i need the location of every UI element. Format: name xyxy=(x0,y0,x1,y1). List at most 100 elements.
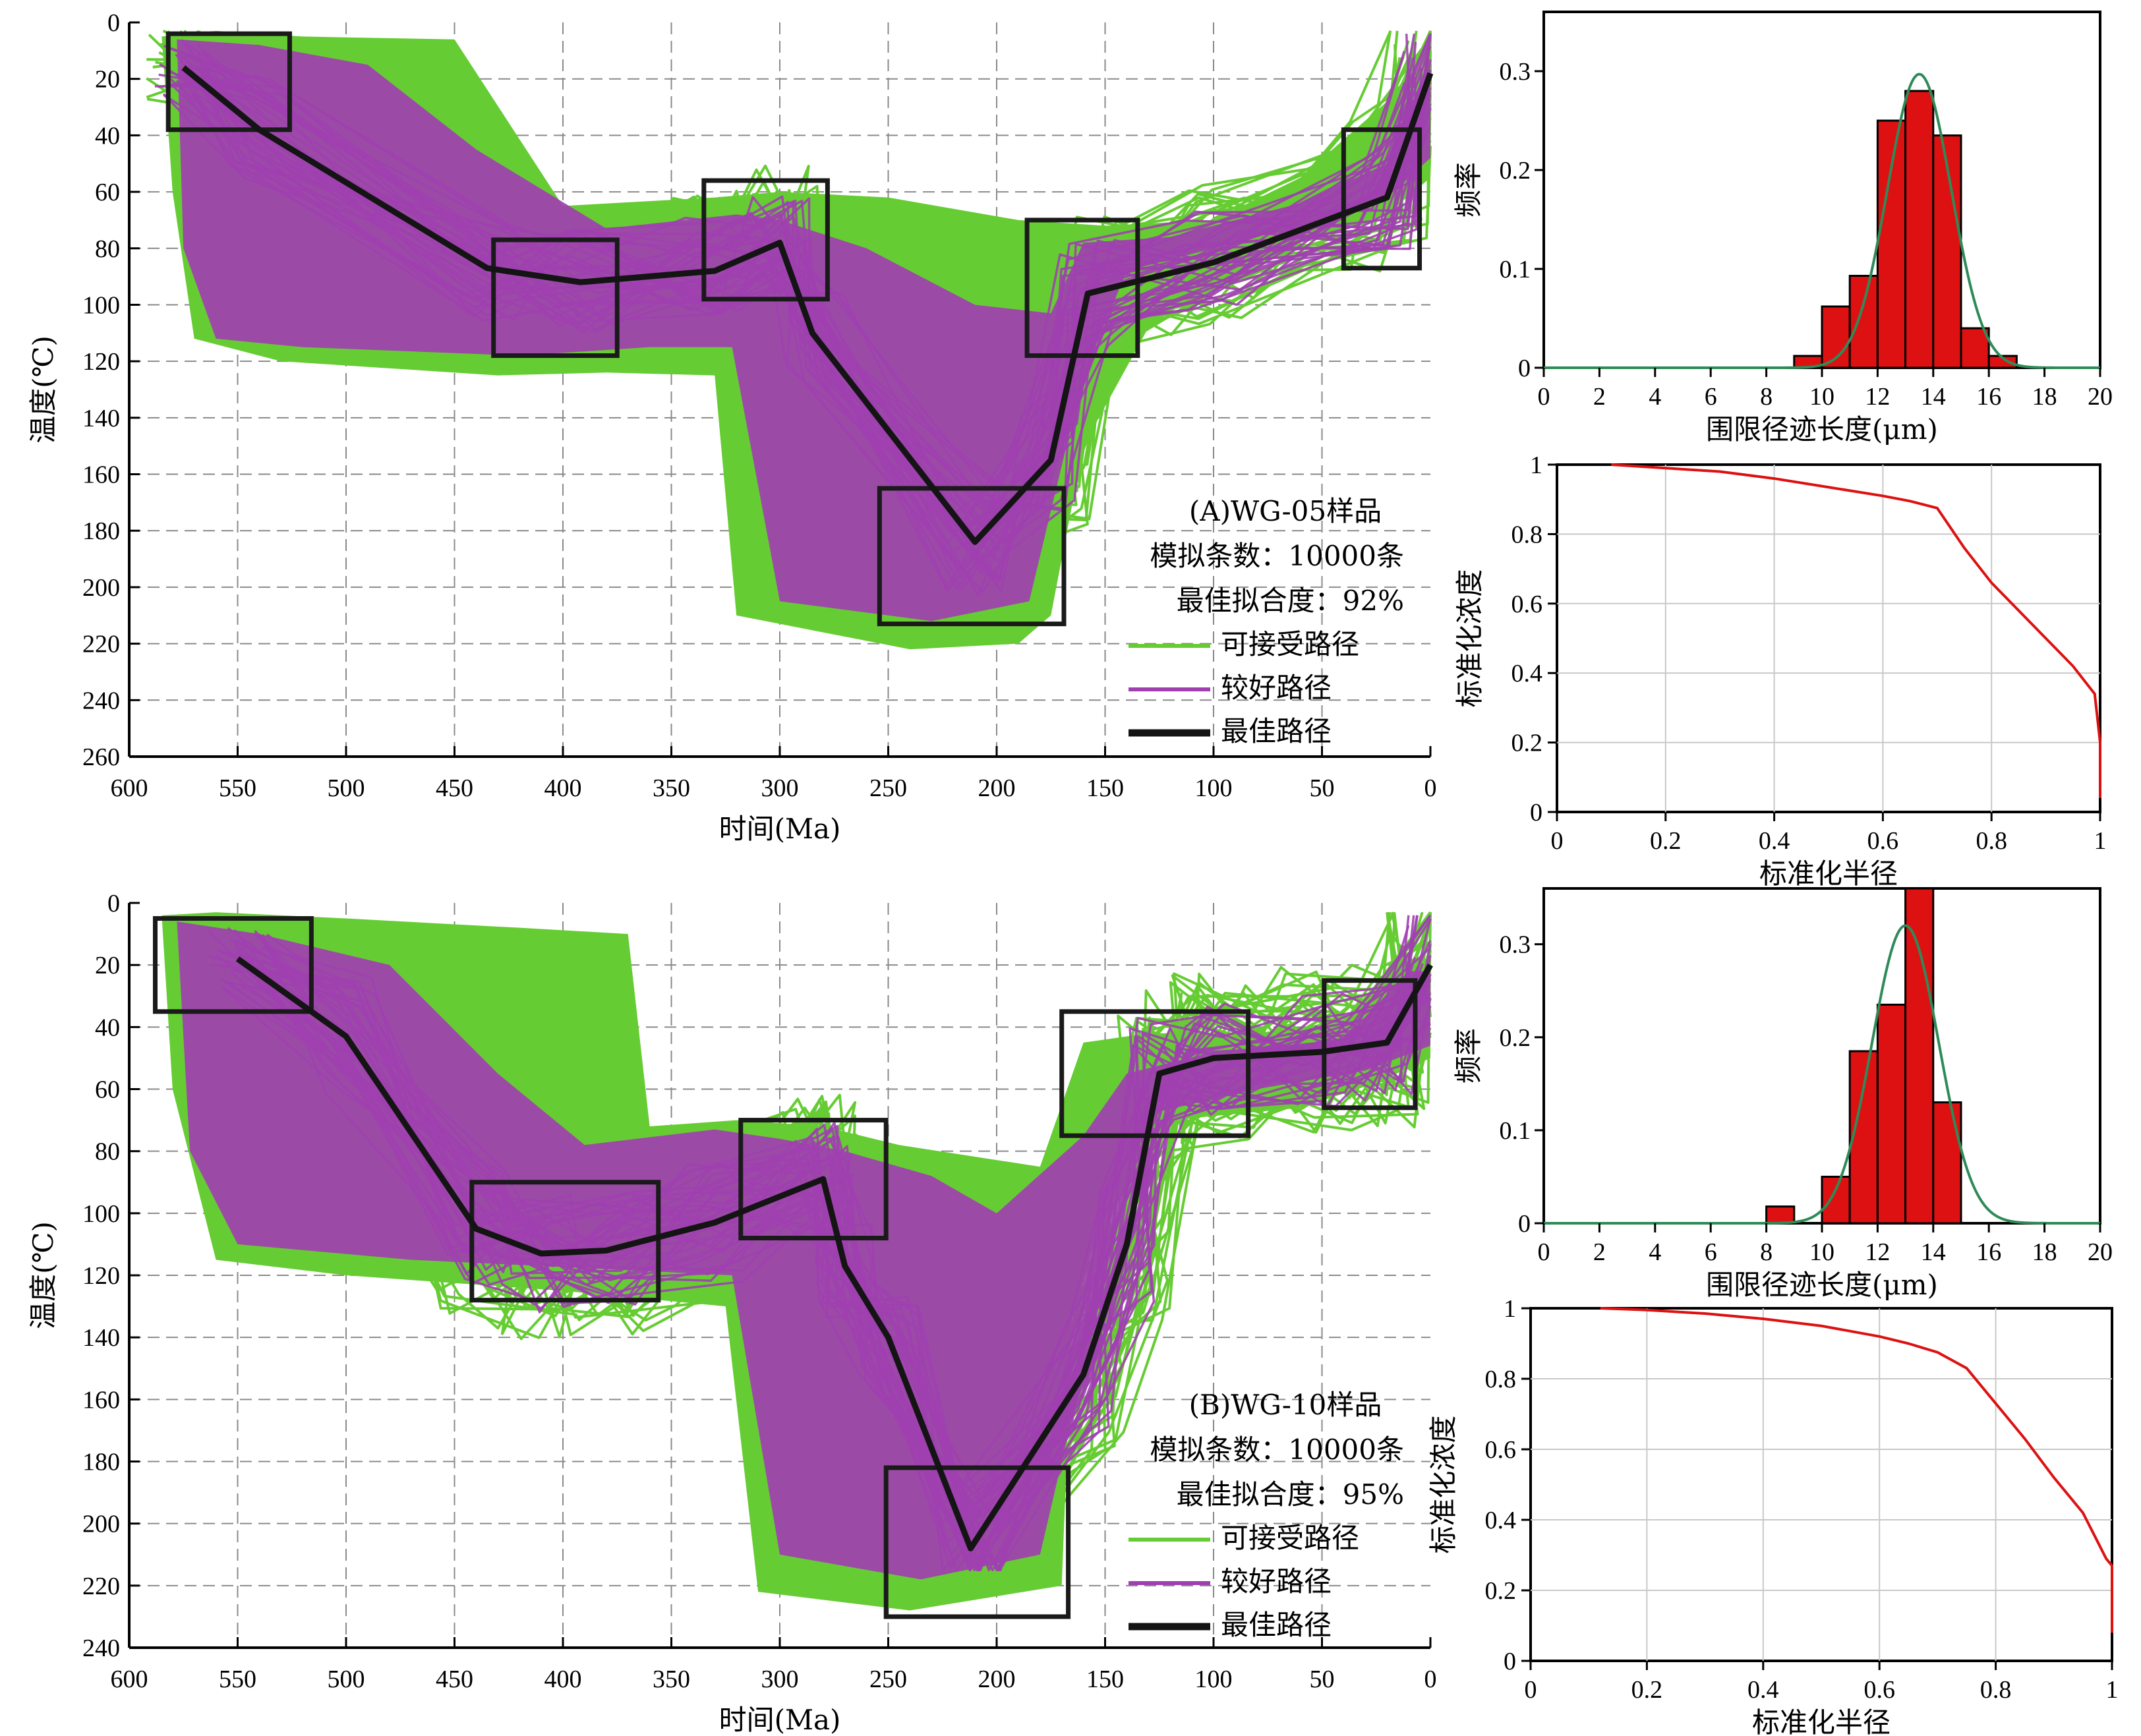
y-tick-label: 180 xyxy=(82,1449,120,1476)
y-tick-label: 0 xyxy=(1518,355,1531,382)
good-path xyxy=(158,68,1422,581)
x-tick-label: 250 xyxy=(869,774,907,802)
concentration-curve xyxy=(1611,463,2101,798)
histogram-bar xyxy=(1848,275,1879,369)
good-path xyxy=(231,915,1419,1517)
x-tick-label: 600 xyxy=(111,1665,148,1693)
y-tick-label: 160 xyxy=(82,461,120,489)
good-path xyxy=(192,57,1415,565)
x-tick-label: 550 xyxy=(219,774,256,802)
good-path xyxy=(179,50,1407,583)
fitted-length-curve xyxy=(1544,72,2100,369)
y-tick-label: 0.3 xyxy=(1500,931,1531,959)
y-tick-label: 200 xyxy=(82,1511,120,1538)
legend-best-label: 最佳路径 xyxy=(1221,1609,1332,1641)
concentration-curve xyxy=(1600,1307,2113,1633)
x-tick-label: 20 xyxy=(2088,383,2113,411)
y-tick-label: 220 xyxy=(82,1573,120,1600)
x-tick-label: 0.2 xyxy=(1650,827,1682,855)
y-tick-label: 0.2 xyxy=(1511,730,1543,757)
x-tick-label: 16 xyxy=(1976,383,2001,411)
simulation-count: 模拟条数：10000条 xyxy=(1150,540,1404,572)
y-tick-label: 20 xyxy=(95,66,120,94)
constraint-box xyxy=(738,1118,889,1241)
y-tick-label: 220 xyxy=(82,631,120,658)
x-tick-label: 350 xyxy=(653,1665,690,1693)
x-tick-label: 0 xyxy=(1551,827,1564,855)
good-path xyxy=(261,945,1415,1564)
histogram-bar xyxy=(1876,119,1907,369)
good-path xyxy=(249,961,1431,1498)
histogram-bar xyxy=(1987,355,2018,369)
histogram-bar xyxy=(1821,1175,1851,1225)
y-tick-label: 0.2 xyxy=(1500,157,1531,185)
x-tick-label: 500 xyxy=(328,1665,365,1693)
legend-good-label: 较好路径 xyxy=(1221,672,1332,704)
y-tick-label: 0.2 xyxy=(1500,1024,1531,1052)
y-axis-title: 频率 xyxy=(1452,162,1484,217)
x-tick-label: 12 xyxy=(1865,1238,1890,1266)
thermal-history-panel-A: 600 550 500 450 400 350 300 250 200 150 100 50 00204… xyxy=(27,9,1437,845)
y-tick-label: 60 xyxy=(95,1076,120,1104)
good-paths-envelope xyxy=(177,921,1430,1580)
y-tick-label: 0.1 xyxy=(1500,256,1531,283)
thermal-history-panel-B: 600 550 500 450 400 350 300 250 200 150 100 50 00204… xyxy=(27,890,1437,1736)
constraint-box xyxy=(152,916,314,1014)
y-tick-label: 100 xyxy=(82,1200,120,1228)
x-tick-label: 400 xyxy=(544,774,582,802)
concentration-profile-A-conc: 0 0.2 0.4 0.6 0.8 1 0 0.2 0.4 0.6 0.8 1 标准化半径 标准化浓度 xyxy=(1453,451,2107,890)
constraint-box xyxy=(1059,1009,1251,1138)
legend-acceptable-label: 可接受路径 xyxy=(1221,1522,1359,1554)
constraint-box xyxy=(1322,978,1418,1111)
y-tick-label: 0 xyxy=(1504,1648,1516,1675)
y-tick-label: 0.1 xyxy=(1500,1117,1531,1145)
x-tick-label: 0 xyxy=(1538,1238,1550,1266)
good-path xyxy=(266,933,1431,1572)
best-fit-value: 最佳拟合度：92% xyxy=(1177,585,1404,617)
good-path xyxy=(242,948,1431,1521)
x-tick-label: 16 xyxy=(1976,1238,2001,1266)
y-tick-label: 0.2 xyxy=(1485,1577,1517,1605)
concentration-profile-B-conc: 0 0.2 0.4 0.6 0.8 1 0 0.2 0.4 0.6 0.8 1 标准化半径 标准化浓度 xyxy=(1427,1295,2119,1736)
x-tick-label: 100 xyxy=(1195,774,1233,802)
x-axis-title: 时间(Ma) xyxy=(719,1704,841,1736)
y-tick-label: 0.6 xyxy=(1485,1436,1517,1464)
x-tick-label: 250 xyxy=(869,1665,907,1693)
y-tick-label: 180 xyxy=(82,517,120,545)
constraint-box xyxy=(1024,217,1140,359)
y-tick-label: 0.8 xyxy=(1485,1366,1517,1393)
legend-acceptable-label: 可接受路径 xyxy=(1221,628,1359,660)
x-tick-label: 0 xyxy=(1525,1676,1537,1704)
x-tick-label: 350 xyxy=(653,774,690,802)
x-tick-label: 2 xyxy=(1593,1238,1606,1266)
y-tick-label: 120 xyxy=(82,1262,120,1290)
y-tick-label: 0.6 xyxy=(1511,591,1543,618)
y-tick-label: 0 xyxy=(1530,799,1542,826)
best-path-line xyxy=(181,65,1434,545)
constraint-box xyxy=(165,31,292,132)
x-tick-label: 0.8 xyxy=(1980,1676,2012,1704)
x-tick-label: 20 xyxy=(2088,1238,2113,1266)
y-tick-label: 200 xyxy=(82,574,120,602)
histogram-bar xyxy=(1932,134,1962,369)
x-tick-label: 0 xyxy=(1424,1665,1437,1693)
y-tick-label: 240 xyxy=(82,687,120,714)
y-tick-label: 1 xyxy=(1504,1295,1516,1323)
plot-frame xyxy=(1556,463,2101,813)
x-axis-title: 围限径迹长度(μm) xyxy=(1706,1269,1938,1301)
x-tick-label: 0.8 xyxy=(1976,827,2007,855)
histogram-bar xyxy=(1876,1003,1907,1225)
x-tick-label: 8 xyxy=(1760,383,1773,411)
x-tick-label: 4 xyxy=(1649,383,1661,411)
best-path-line xyxy=(235,956,1433,1551)
x-tick-label: 12 xyxy=(1865,383,1890,411)
legend-best-label: 最佳路径 xyxy=(1221,715,1332,747)
good-path xyxy=(208,61,1404,517)
y-tick-label: 120 xyxy=(82,348,120,376)
x-tick-label: 0.4 xyxy=(1759,827,1790,855)
histogram-bar xyxy=(1932,1101,1962,1225)
x-tick-label: 450 xyxy=(436,774,473,802)
x-tick-label: 2 xyxy=(1593,383,1606,411)
histogram-bar xyxy=(1765,1205,1796,1225)
best-fit-value: 最佳拟合度：95% xyxy=(1177,1478,1404,1511)
